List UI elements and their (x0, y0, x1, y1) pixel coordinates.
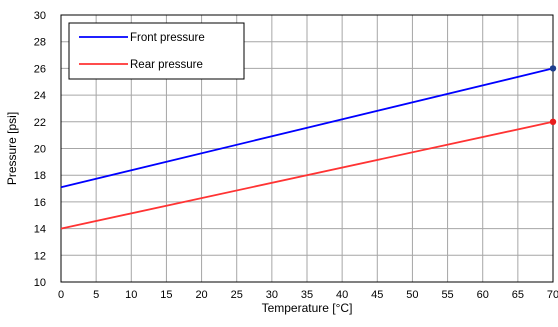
x-tick-label: 35 (301, 289, 313, 301)
x-tick-label: 30 (266, 289, 278, 301)
x-tick-label: 25 (231, 289, 243, 301)
series-end-marker-1 (549, 65, 557, 72)
series-end-marker-2 (549, 118, 557, 126)
legend: Front pressure Rear pressure (68, 22, 245, 80)
y-tick-label: 28 (34, 37, 46, 49)
y-tick-label: 24 (34, 90, 46, 102)
series-layer (60, 65, 557, 230)
y-tick-label: 14 (34, 224, 46, 236)
y-tick-label: 26 (34, 63, 46, 75)
x-tick-label: 60 (477, 289, 489, 301)
x-tick-label: 0 (58, 289, 64, 301)
x-axis-title: Temperature [°C] (262, 301, 353, 315)
x-tick-label: 50 (406, 289, 418, 301)
y-tick-labels: 10 12 14 16 18 20 22 24 26 28 30 (34, 10, 46, 289)
x-tick-label: 10 (125, 289, 137, 301)
series-line-2 (60, 120, 554, 230)
x-tick-label: 55 (441, 289, 453, 301)
y-tick-label: 16 (34, 197, 46, 209)
legend-label-2: Rear pressure (130, 59, 203, 71)
x-tick-label: 20 (195, 289, 207, 301)
series-line-1 (60, 67, 554, 189)
y-axis-title: Pressure [psi] (5, 112, 19, 185)
x-tick-label: 45 (371, 289, 383, 301)
x-tick-label: 40 (336, 289, 348, 301)
legend-box (68, 22, 245, 80)
x-tick-labels: 0 5 10 15 20 25 30 35 40 45 50 55 60 65 70 (58, 289, 558, 301)
y-tick-label: 20 (34, 144, 46, 156)
x-tick-label: 5 (93, 289, 99, 301)
plot-frame (60, 14, 554, 283)
y-tick-label: 10 (34, 277, 46, 289)
legend-label-1: Front pressure (130, 32, 205, 44)
x-tick-label: 70 (547, 289, 558, 301)
y-tick-label: 12 (34, 250, 46, 262)
y-tick-label: 22 (34, 117, 46, 129)
y-tick-label: 18 (34, 170, 46, 182)
x-tick-label: 65 (512, 289, 524, 301)
x-tick-label: 15 (160, 289, 172, 301)
y-tick-label: 30 (34, 10, 46, 22)
